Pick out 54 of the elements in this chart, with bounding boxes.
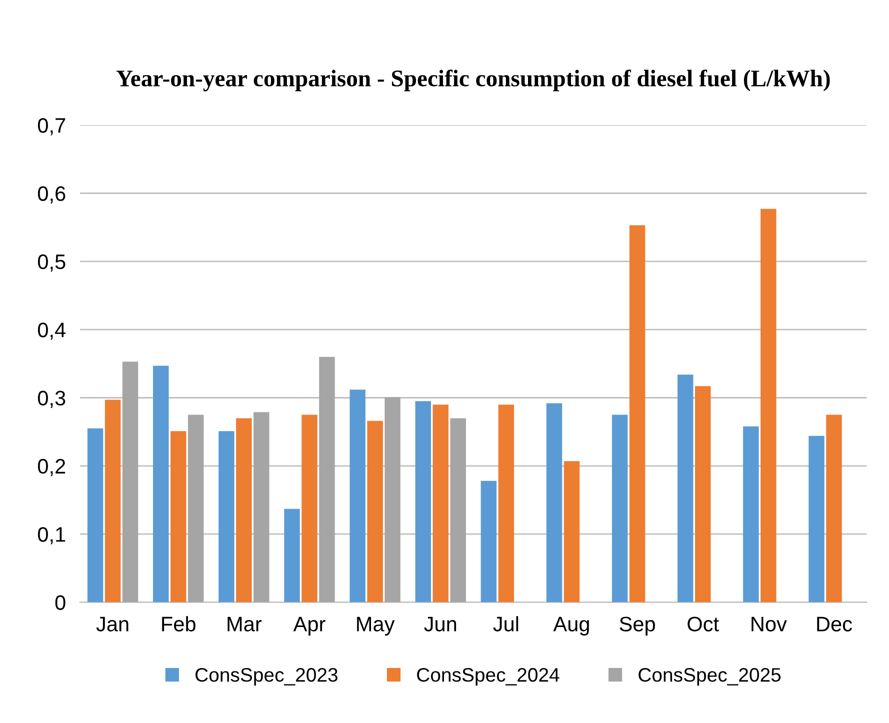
bar: [564, 461, 580, 602]
x-tick-label: Dec: [817, 616, 852, 632]
bar: [87, 428, 104, 602]
bar: [384, 397, 400, 602]
x-tick-label: Jun: [424, 616, 456, 632]
bar: [678, 374, 694, 602]
bar: [170, 431, 186, 602]
bar: [302, 414, 318, 602]
legend-label: ConsSpec_2023: [196, 668, 338, 686]
bar: [808, 436, 824, 602]
x-tick-label: Jul: [493, 616, 518, 632]
chart-title: Year-on-year comparison - Specific consumption of diesel fuel (L/kWh): [116, 70, 830, 92]
y-tick-label: 0,3: [38, 390, 66, 408]
x-tick-label: Oct: [688, 616, 719, 632]
bar: [218, 431, 234, 602]
legend-label: ConsSpec_2024: [417, 668, 560, 686]
bar: [188, 414, 204, 602]
bar: [826, 414, 842, 602]
bar: [236, 418, 252, 602]
bar: [629, 225, 646, 602]
bar: [367, 420, 383, 602]
y-tick-label: 0,4: [38, 322, 66, 340]
x-tick-label: Nov: [752, 616, 787, 632]
bar: [743, 426, 759, 602]
bar: [432, 404, 448, 602]
x-tick-label: Apr: [293, 616, 326, 636]
bar: [695, 386, 711, 602]
x-tick-label: May: [357, 616, 395, 636]
x-tick-label: Feb: [162, 616, 196, 632]
bar: [319, 356, 335, 602]
x-tick-label: Sep: [620, 616, 655, 636]
bar: [254, 412, 270, 602]
bar: [760, 208, 776, 602]
bar: [480, 480, 497, 602]
bar: [546, 403, 562, 602]
x-tick-label: Jan: [96, 616, 128, 632]
bar: [350, 390, 366, 602]
bar: [122, 362, 138, 602]
y-tick-label: 0,6: [38, 186, 66, 204]
x-tick-label: Mar: [228, 616, 262, 632]
legend-label: ConsSpec_2025: [638, 668, 781, 686]
y-tick-label: 0,1: [38, 527, 66, 544]
y-tick-label: 0: [55, 595, 66, 610]
bar: [415, 401, 431, 602]
bar: [284, 508, 300, 602]
y-tick-label: 0,2: [38, 458, 66, 476]
bar: [153, 366, 169, 602]
y-tick-label: 0,5: [38, 254, 66, 272]
bar: [104, 400, 121, 602]
bar: [450, 418, 466, 602]
x-tick-label: Aug: [553, 616, 589, 636]
bar: [612, 414, 628, 602]
bar: [498, 404, 514, 602]
y-tick-label: 0,7: [38, 118, 66, 136]
